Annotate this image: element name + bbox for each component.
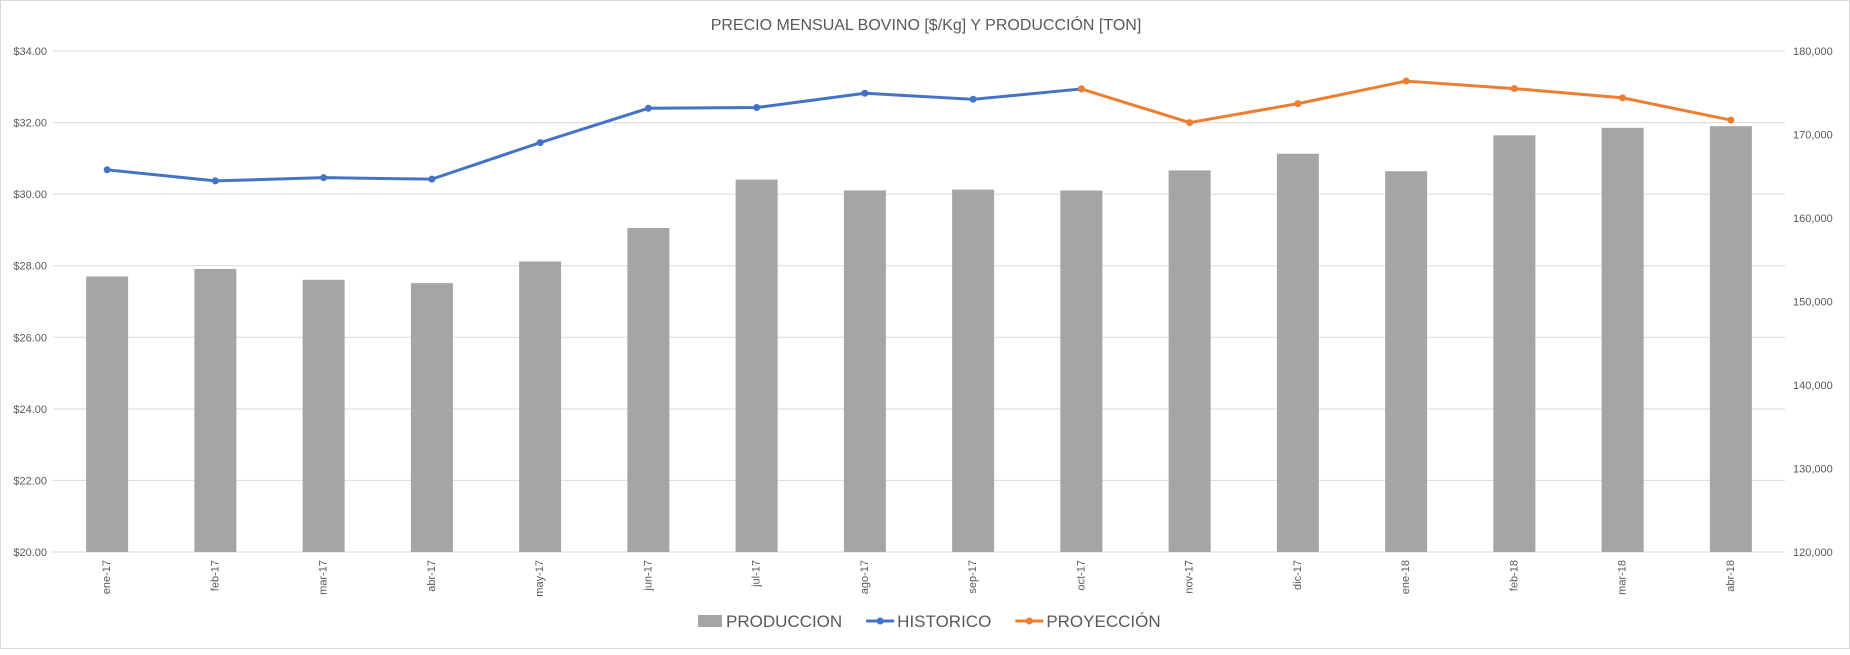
x-tick-label: ene-18 (1400, 560, 1412, 594)
x-tick-label: feb-18 (1508, 560, 1520, 591)
y-right-tick-label: 150,000 (1793, 297, 1833, 309)
x-tick-label: abr-18 (1725, 560, 1737, 592)
y-left-tick-label: $26.00 (13, 332, 47, 344)
x-tick-label: ago-17 (859, 560, 871, 594)
y-right-tick-label: 160,000 (1793, 213, 1833, 225)
bar-produccion (735, 179, 778, 552)
y-left-tick-label: $22.00 (13, 475, 47, 487)
x-tick-label: feb-17 (209, 560, 221, 591)
y-right-tick-label: 170,000 (1793, 130, 1833, 142)
bar-produccion (1168, 170, 1211, 552)
chart-title: PRECIO MENSUAL BOVINO [$/Kg] Y PRODUCCIÓ… (711, 15, 1142, 34)
x-tick-label: mar-17 (318, 560, 330, 595)
x-tick-label: oct-17 (1075, 560, 1087, 591)
y-left-tick-label: $20.00 (13, 547, 47, 559)
bar-produccion (1060, 190, 1103, 552)
bar-produccion (843, 190, 886, 552)
bar-produccion (519, 261, 562, 552)
x-tick-label: jun-17 (642, 560, 654, 592)
bar-produccion (1276, 153, 1319, 552)
bar-produccion (952, 189, 995, 553)
y-left-tick-label: $24.00 (13, 404, 47, 416)
point-historico (103, 166, 111, 174)
legend: PRODUCCION HISTORICO PROYECCIÓN (698, 612, 1161, 631)
y-right-tick-label: 140,000 (1793, 380, 1833, 392)
line-historico (106, 87, 1082, 183)
point-proyección (1186, 119, 1194, 127)
legend-swatch (698, 615, 722, 627)
legend-label: HISTORICO (897, 612, 991, 631)
y-left-tick-label: $34.00 (13, 46, 47, 58)
bar-produccion (1709, 126, 1752, 553)
bar-produccion (86, 276, 129, 552)
point-historico (753, 104, 761, 112)
legend-marker (1025, 617, 1033, 625)
point-proyección (1077, 85, 1085, 93)
point-historico (428, 175, 436, 183)
x-axis: ene-17 feb-17 mar-17 abr-17 may-17 jun-17 jul-… (101, 560, 1737, 597)
x-tick-label: jul-17 (751, 560, 763, 588)
y-left-tick-label: $32.00 (13, 118, 47, 130)
x-tick-label: mar-18 (1617, 560, 1629, 595)
point-historico (320, 174, 328, 182)
bars-produccion (86, 126, 1752, 553)
bar-produccion (302, 279, 345, 552)
point-proyección (1510, 85, 1518, 93)
point-proyección (1294, 100, 1302, 108)
y-left-tick-label: $30.00 (13, 189, 47, 201)
bar-produccion (1493, 135, 1536, 552)
y-right-tick-label: 120,000 (1793, 547, 1833, 559)
point-proyección (1727, 116, 1735, 124)
bar-produccion (410, 283, 453, 552)
y-left-tick-label: $28.00 (13, 261, 47, 273)
x-tick-label: sep-17 (967, 560, 979, 594)
series-lines (103, 77, 1735, 185)
legend-label: PRODUCCION (726, 612, 842, 631)
point-historico (211, 177, 219, 185)
y-axis-right: 120,000 130,000 140,000 150,000 160,000 170,0… (1793, 46, 1833, 559)
x-tick-label: may-17 (534, 560, 546, 597)
point-historico (969, 95, 977, 103)
x-tick-label: dic-17 (1292, 560, 1304, 590)
point-historico (536, 139, 544, 147)
y-right-tick-label: 180,000 (1793, 46, 1833, 58)
line-proyección (1080, 79, 1732, 125)
bar-produccion (194, 268, 237, 552)
legend-label: PROYECCIÓN (1046, 612, 1160, 631)
y-axis-left: $20.00 $22.00 $24.00 $26.00 $28.00 $30.00 $32.… (13, 46, 47, 559)
point-historico (644, 104, 652, 112)
x-tick-label: ene-17 (101, 560, 113, 594)
legend-marker (876, 617, 884, 625)
x-tick-label: nov-17 (1184, 560, 1196, 594)
bar-produccion (1601, 127, 1644, 552)
point-historico (861, 89, 869, 97)
point-proyección (1402, 77, 1410, 85)
y-right-tick-label: 130,000 (1793, 464, 1833, 476)
point-proyección (1619, 94, 1627, 102)
bar-produccion (1385, 171, 1428, 553)
bar-produccion (627, 228, 670, 552)
x-tick-label: abr-17 (426, 560, 438, 592)
